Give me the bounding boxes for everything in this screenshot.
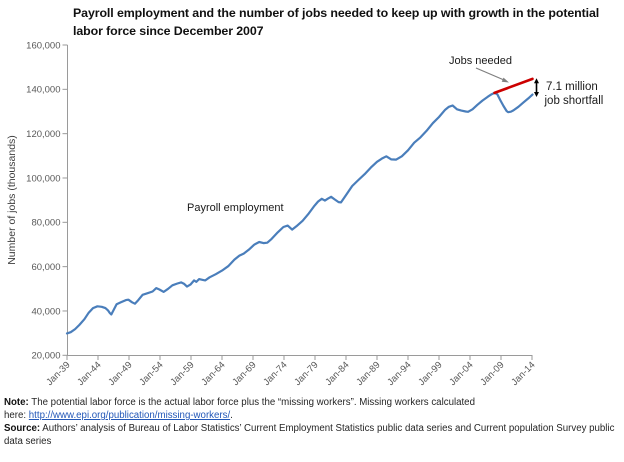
x-tick-label: Jan-79 xyxy=(292,360,320,388)
chart-title: Payroll employment and the number of job… xyxy=(73,5,624,40)
y-tick-label: 120,000 xyxy=(26,129,60,140)
footer-notes: Note: The potential labor force is the a… xyxy=(4,396,620,448)
x-tick-label: Jan-09 xyxy=(478,360,506,388)
y-tick-label: 80,000 xyxy=(31,218,60,229)
x-tick-label: Jan-89 xyxy=(354,360,382,388)
jobs-needed-arrowhead-icon xyxy=(501,77,509,83)
x-tick-label: Jan-64 xyxy=(199,360,227,388)
note-text-line1: The potential labor force is the actual … xyxy=(31,397,475,408)
jobs-needed-leader-line xyxy=(475,67,505,81)
x-tick-label: Jan-59 xyxy=(168,360,196,388)
x-tick-label: Jan-94 xyxy=(385,360,413,388)
x-tick-label: Jan-74 xyxy=(261,360,289,388)
source-text: Authors’ analysis of Bureau of Labor Sta… xyxy=(4,423,615,447)
payroll-employment-label: Payroll employment xyxy=(187,202,284,214)
x-tick-label: Jan-39 xyxy=(44,360,72,388)
missing-workers-link[interactable]: http://www.epi.org/publication/missing-w… xyxy=(28,410,231,421)
y-tick-label: 100,000 xyxy=(26,173,60,184)
shortfall-label-line1: 7.1 million xyxy=(546,81,598,93)
shortfall-arrow-down-icon xyxy=(534,92,539,97)
shortfall-arrow-up-icon xyxy=(534,78,539,84)
chart-title-line1: Payroll employment and the number of job… xyxy=(73,6,524,20)
series-jobs-needed xyxy=(493,77,534,95)
y-axis-title: Number of jobs (thousands) xyxy=(6,135,18,265)
jobs-needed-label: Jobs needed xyxy=(449,55,512,67)
note-suffix: . xyxy=(230,410,233,421)
x-tick-label: Jan-69 xyxy=(230,360,258,388)
note-label: Note: xyxy=(4,397,29,408)
y-tick-label: 140,000 xyxy=(26,85,60,96)
note-here-prefix: here: xyxy=(4,410,27,421)
axis-lines xyxy=(67,45,533,356)
y-tick-label: 60,000 xyxy=(31,262,60,273)
x-tick-label: Jan-84 xyxy=(323,360,351,388)
y-tick-label: 40,000 xyxy=(31,306,60,317)
note-row-1: Note: The potential labor force is the a… xyxy=(4,396,620,409)
chart-canvas: 20,000 40,000 60,000 80,000 100,000 120,000 14… xyxy=(6,40,604,388)
x-tick-label: Jan-99 xyxy=(416,360,444,388)
source-row: Source: Authors’ analysis of Bureau of L… xyxy=(4,422,620,448)
series-payroll-employment xyxy=(65,91,534,335)
x-tick-label: Jan-04 xyxy=(447,360,475,388)
x-tick-label: Jan-44 xyxy=(75,360,103,388)
note-row-2: here: http://www.epi.org/publication/mis… xyxy=(4,409,620,422)
x-tick-label: Jan-14 xyxy=(509,360,537,388)
x-tick-label: Jan-49 xyxy=(106,360,134,388)
shortfall-label-line2: job shortfall xyxy=(544,95,604,107)
x-tick-label: Jan-54 xyxy=(137,360,165,388)
chart-title-line2: the potential labor force since December… xyxy=(73,6,600,38)
y-tick-label: 160,000 xyxy=(26,40,60,51)
source-label: Source: xyxy=(4,423,41,434)
y-tick-label: 20,000 xyxy=(31,351,60,362)
plot-area: 20,000 40,000 60,000 80,000 100,000 120,000 14… xyxy=(26,40,537,388)
